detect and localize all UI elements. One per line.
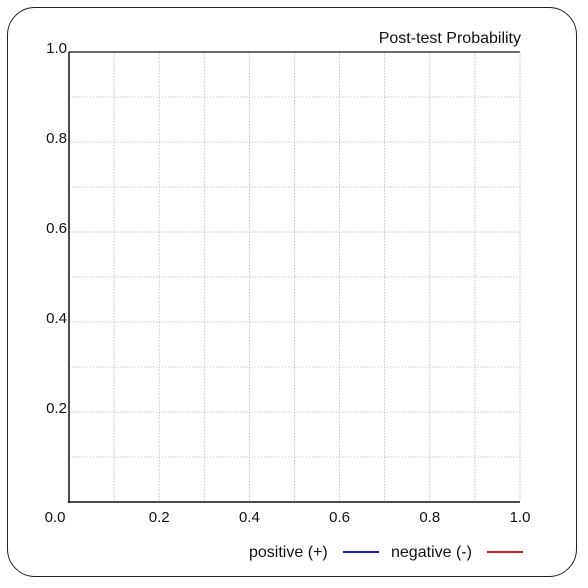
x-tick-label: 0.6 (329, 509, 350, 526)
y-tick-label: 0.4 (46, 310, 67, 327)
legend-label: negative (-) (391, 544, 472, 561)
tick-labels: 0.0 0.2 0.4 0.6 0.8 1.0 0.2 0.4 0.6 0.8 1.0 (45, 40, 531, 526)
grid-lines (69, 52, 520, 502)
y-tick-label: 1.0 (46, 40, 67, 57)
y-tick-label: 0.6 (46, 220, 67, 237)
y-tick-label: 0.2 (46, 400, 67, 417)
legend-label: positive (+) (249, 544, 328, 561)
x-tick-label: 1.0 (510, 509, 531, 526)
chart-frame (7, 7, 577, 577)
chart-title: Post-test Probability (379, 30, 521, 47)
axes (68, 51, 521, 503)
x-tick-label: 0.2 (149, 509, 170, 526)
legend: positive (+) negative (-) (249, 544, 523, 561)
x-tick-label: 0.0 (45, 509, 66, 526)
x-tick-label: 0.4 (239, 509, 260, 526)
y-tick-label: 0.8 (46, 130, 67, 147)
x-tick-label: 0.8 (419, 509, 440, 526)
